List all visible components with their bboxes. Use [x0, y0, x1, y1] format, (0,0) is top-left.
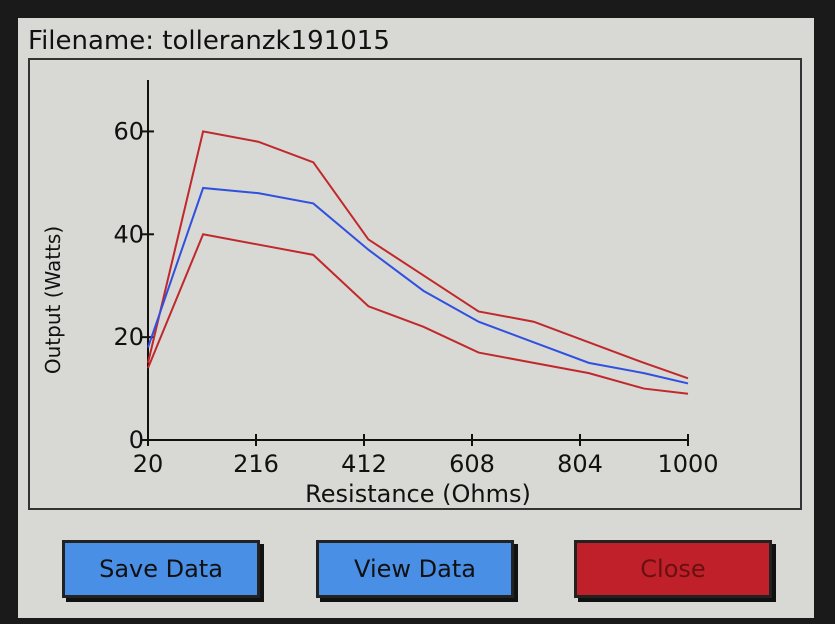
save-data-button[interactable]: Save Data — [62, 540, 260, 598]
series-line — [148, 131, 688, 378]
x-tick-label: 1000 — [657, 450, 718, 478]
y-tick-label: 40 — [113, 220, 144, 248]
x-tick-label: 804 — [557, 450, 603, 478]
page: Filename: tolleranzk191015 0204060202164… — [0, 0, 835, 624]
series-line — [148, 234, 688, 393]
y-tick-label: 20 — [113, 323, 144, 351]
view-data-button[interactable]: View Data — [316, 540, 514, 598]
x-tick-label: 412 — [341, 450, 387, 478]
close-button[interactable]: Close — [574, 540, 772, 598]
x-tick-label: 216 — [233, 450, 279, 478]
x-axis-label: Resistance (Ohms) — [305, 480, 531, 508]
series-line — [148, 188, 688, 383]
y-tick-label: 60 — [113, 117, 144, 145]
x-tick-label: 608 — [449, 450, 495, 478]
y-axis-label: Output (Watts) — [41, 226, 65, 374]
x-tick-label: 20 — [133, 450, 164, 478]
